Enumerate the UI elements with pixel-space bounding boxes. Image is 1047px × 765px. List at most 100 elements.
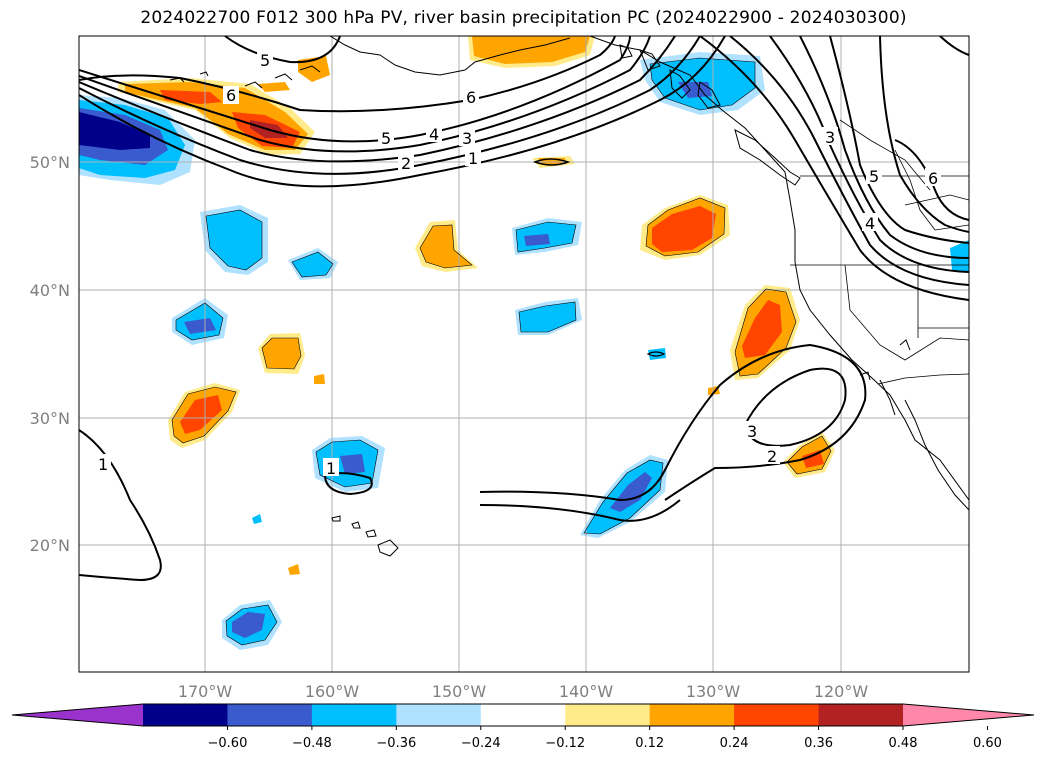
coastlines: [169, 36, 969, 557]
pv-contour-subtrop-2: [479, 499, 681, 522]
contour-label: 6: [466, 88, 476, 107]
lon-label: 140°W: [559, 682, 614, 701]
contour-label: 3: [747, 422, 757, 441]
colorbar-extension-min: [12, 704, 143, 726]
pos-anomaly-blob: [298, 56, 330, 82]
neg-anomaly-blob: [232, 612, 265, 638]
contour-label: 5: [381, 129, 391, 148]
pv-contour-east-6b: [894, 139, 969, 221]
province-line: [894, 149, 969, 231]
contour-label: 2: [767, 447, 777, 466]
pv-contour-sw: [79, 429, 162, 582]
map-frame: [78, 35, 970, 673]
pv-contour-east-4: [799, 36, 969, 259]
colorbar-outline: [11, 703, 1035, 727]
colorbar-swatch: [734, 704, 820, 726]
pos-anomaly-blob: [180, 395, 222, 434]
pv-contour-hawaii: [323, 472, 373, 496]
colorbar-tick-label: 0.12: [635, 736, 664, 751]
colorbar-swatch: [480, 704, 566, 726]
pv-contour-east-5: [829, 36, 969, 244]
state-line: [844, 264, 969, 361]
contour-label: 6: [928, 169, 938, 188]
pv-contour-east-3: [769, 36, 969, 273]
colorbar: −0.60 −0.48 −0.36 −0.24 −0.12 0.12 0.24 0.36 0.4…: [11, 703, 1035, 751]
pv-contour-east-2: [729, 36, 969, 286]
neg-anomaly-blob: [524, 234, 550, 246]
colorbar-tick-label: −0.36: [376, 736, 416, 751]
neg-anomaly-blob: [610, 472, 652, 512]
coastline-north-america: [589, 36, 969, 501]
lat-label: 20°N: [30, 536, 70, 555]
contour-label: 1: [326, 459, 336, 478]
colorbar-swatch: [311, 704, 397, 726]
neg-anomaly-blob: [79, 112, 150, 150]
pv-contour-subtrop-1: [479, 343, 867, 502]
pos-anomaly-blob: [262, 338, 301, 369]
colorbar-extension-max: [903, 704, 1034, 726]
colorbar-swatch: [649, 704, 735, 726]
colorbar-tick-label: 0.48: [889, 736, 918, 751]
lat-label: 40°N: [30, 281, 70, 300]
map-title: 2024022700 F012 300 hPa PV, river basin …: [140, 8, 907, 28]
lat-label: 50°N: [30, 153, 70, 172]
graticule: [79, 36, 969, 672]
pos-anomaly-blob: [652, 206, 716, 252]
neg-anomaly-blob: [519, 302, 576, 332]
colorbar-swatch: [565, 704, 651, 726]
pos-anomaly-blob: [288, 564, 300, 575]
coastline-baja: [904, 399, 969, 511]
neg-anomaly-blob: [950, 240, 969, 272]
anomaly-outlines: [171, 57, 832, 646]
lon-label: 120°W: [814, 682, 869, 701]
contour-label: 6: [226, 86, 236, 105]
coastline-vancouver-island: [734, 129, 801, 186]
pv-contour-east-1: [699, 36, 969, 301]
pv-contour-5-loop: [224, 36, 341, 64]
contour-label: 5: [260, 51, 270, 70]
pv-contour-4: [79, 36, 651, 153]
neg-anomaly-blob: [252, 514, 262, 524]
colorbar-tick-label: −0.60: [208, 736, 248, 751]
colorbar-tick-label: 0.60: [973, 736, 1002, 751]
province-line: [904, 194, 969, 206]
colorbar-swatch: [227, 704, 313, 726]
contour-label: 4: [865, 214, 875, 233]
pos-anomaly-blob: [742, 300, 782, 358]
lon-label: 160°W: [305, 682, 360, 701]
neg-anomaly-blob: [340, 454, 365, 474]
lat-label: 30°N: [30, 409, 70, 428]
pv-contour-5: [79, 36, 631, 143]
pos-anomaly-blob: [802, 450, 824, 468]
colorbar-tick-label: 0.24: [720, 736, 749, 751]
pos-anomaly-blob: [314, 374, 325, 384]
pv-contours: [79, 36, 969, 582]
contour-label: 4: [429, 125, 439, 144]
lon-label: 150°W: [432, 682, 487, 701]
pv-contour-1: [79, 36, 726, 188]
contour-label: 2: [401, 154, 411, 173]
pv-contour-6: [79, 36, 616, 113]
pos-anomaly-blob: [258, 82, 290, 92]
colorbar-tick-label: 0.36: [804, 736, 833, 751]
longitude-labels: 170°W 160°W 150°W 140°W 130°W 120°W: [178, 682, 869, 701]
colorbar-swatch: [818, 704, 904, 726]
neg-anomaly-blob: [206, 210, 262, 270]
contour-label: 3: [825, 128, 835, 147]
contour-labels: 5 6 6 5 4 3 2 1 3 5 6 4 3 2: [95, 50, 941, 478]
lon-label: 130°W: [686, 682, 741, 701]
pos-anomaly-blob: [472, 36, 590, 64]
contour-label: 1: [468, 149, 478, 168]
state-line: [877, 373, 969, 385]
colorbar-tick-label: −0.12: [545, 736, 585, 751]
contour-label: 1: [98, 455, 108, 474]
neg-anomaly-blob: [184, 318, 216, 334]
coastline-alaska: [329, 36, 571, 76]
colorbar-tick-label: −0.48: [292, 736, 332, 751]
coastline-hawaii: [377, 539, 399, 557]
pv-contour-east-6: [879, 36, 969, 233]
colorbar-tick-label: −0.24: [461, 736, 501, 751]
contour-label: 3: [462, 129, 472, 148]
contour-label: 5: [869, 167, 879, 186]
